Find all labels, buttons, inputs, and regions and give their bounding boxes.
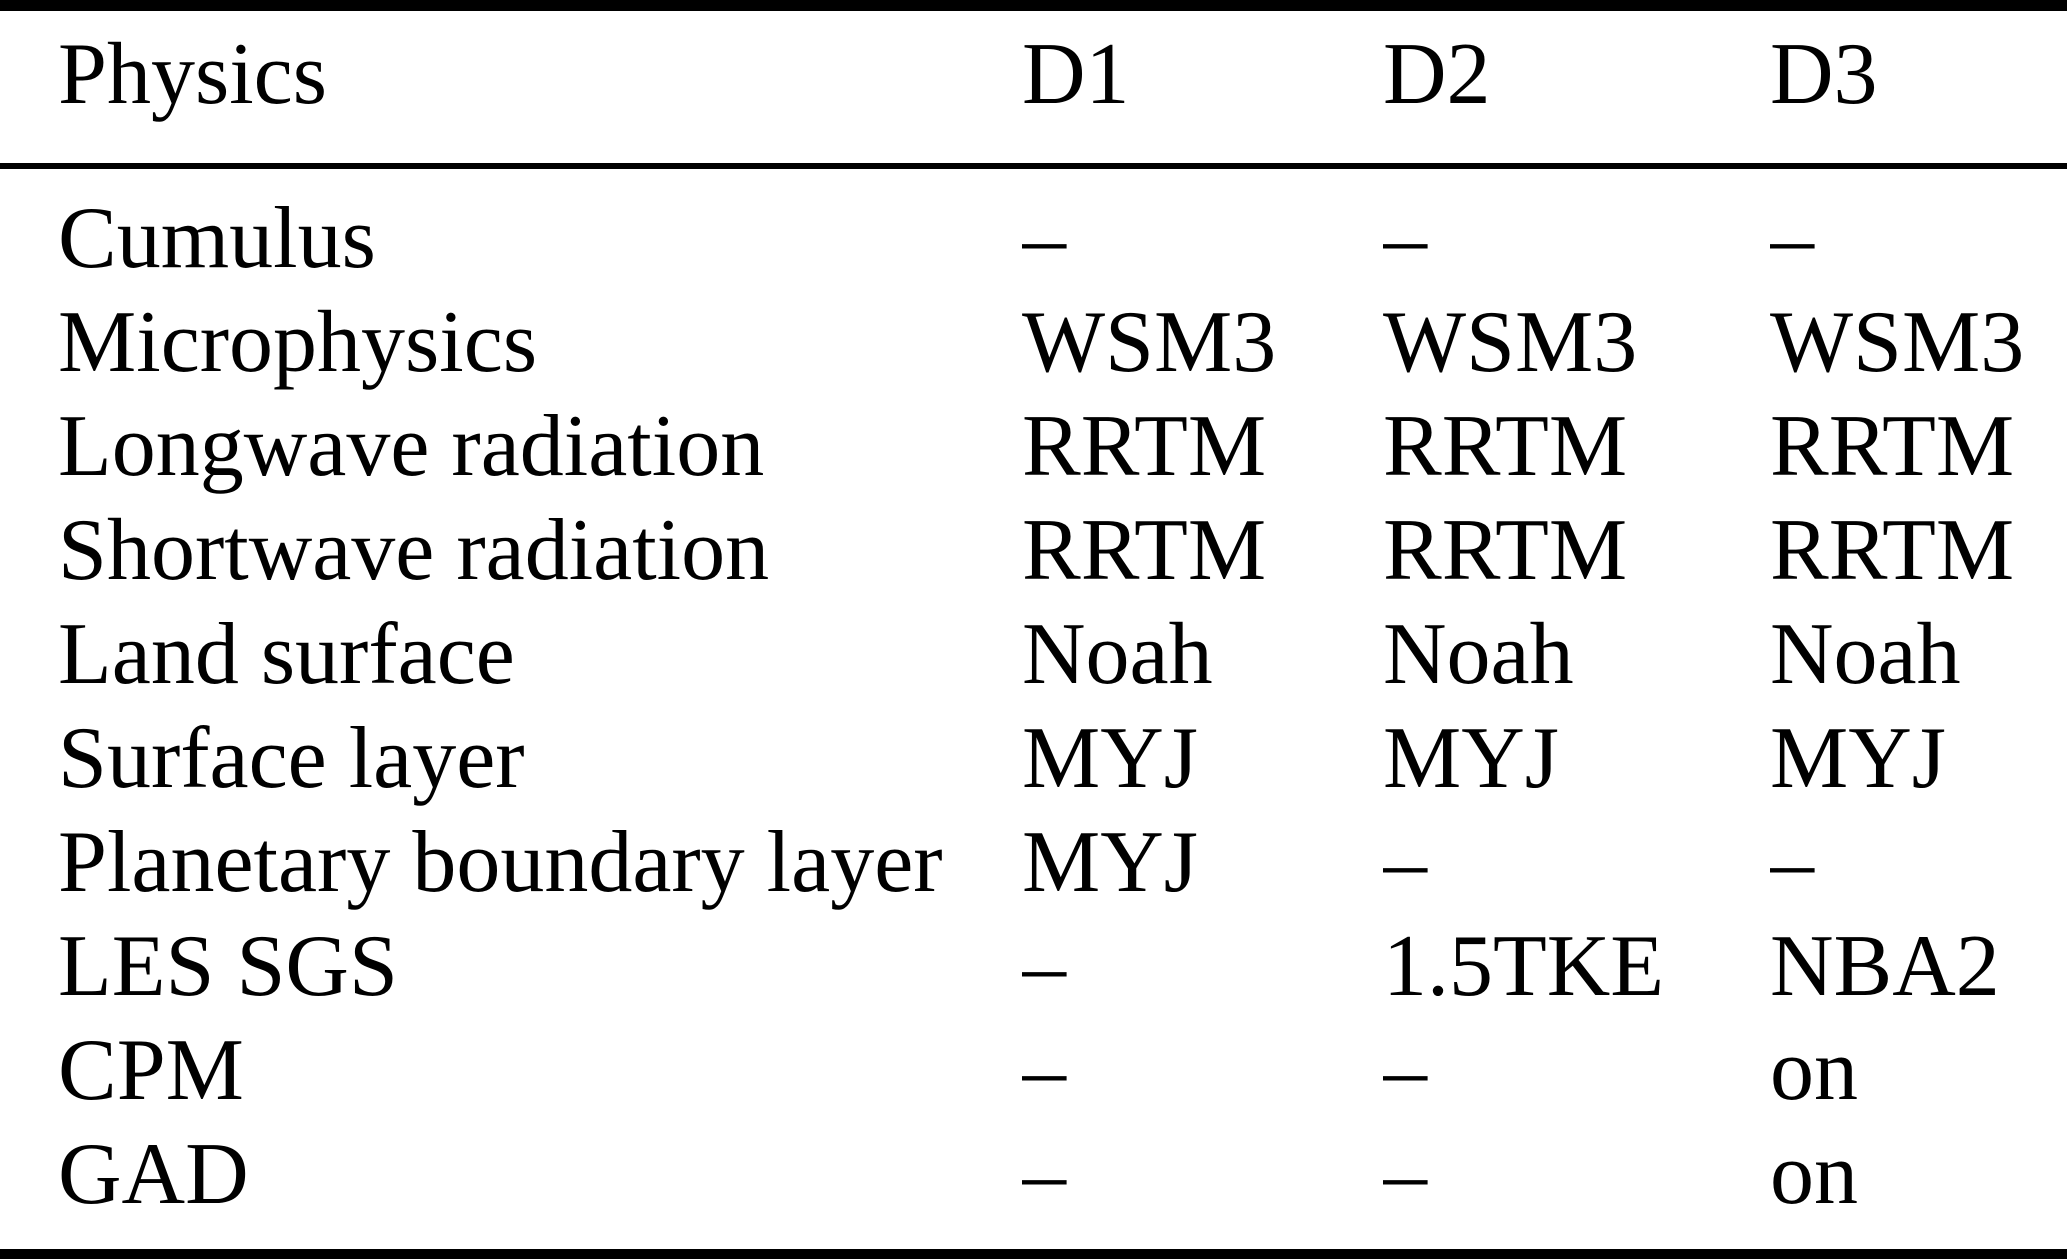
cell-d3: RRTM — [1770, 398, 2015, 495]
cell-d2: MYJ — [1383, 710, 1560, 807]
header-row: Physics D1 D2 D3 — [0, 5, 2067, 169]
cell-d3: on — [1770, 1126, 1858, 1223]
table-row-les-sgs: LES SGS – 1.5TKE NBA2 — [0, 915, 2067, 1019]
table-row-land-surface: Land surface Noah Noah Noah — [0, 603, 2067, 707]
column-header-physics: Physics — [0, 5, 1022, 169]
row-label: Microphysics — [58, 294, 538, 391]
cell-d2: Noah — [1383, 606, 1574, 703]
cell-d1: MYJ — [1022, 710, 1199, 807]
table-row-surface-layer: Surface layer MYJ MYJ MYJ — [0, 707, 2067, 811]
cell-d1: – — [1022, 190, 1066, 287]
row-label: CPM — [58, 1022, 244, 1119]
row-label: Longwave radiation — [58, 398, 765, 495]
row-label: GAD — [58, 1126, 249, 1223]
cell-d3: Noah — [1770, 606, 1961, 703]
cell-d1: Noah — [1022, 606, 1213, 703]
table-row-planetary-boundary-layer: Planetary boundary layer MYJ – – — [0, 811, 2067, 915]
cell-d1: MYJ — [1022, 814, 1199, 911]
cell-d3: – — [1770, 190, 1814, 287]
row-label: Shortwave radiation — [58, 502, 770, 599]
cell-d3: on — [1770, 1022, 1858, 1119]
cell-d2: – — [1383, 1022, 1427, 1119]
cell-d2: RRTM — [1383, 398, 1628, 495]
cell-d2: – — [1383, 190, 1427, 287]
row-label: Surface layer — [58, 710, 525, 807]
column-header-d1: D1 — [1022, 5, 1383, 169]
cell-d2: RRTM — [1383, 502, 1628, 599]
cell-d3: WSM3 — [1770, 294, 2025, 391]
table-row-microphysics: Microphysics WSM3 WSM3 WSM3 — [0, 291, 2067, 395]
table-row-longwave-radiation: Longwave radiation RRTM RRTM RRTM — [0, 395, 2067, 499]
cell-d3: RRTM — [1770, 502, 2015, 599]
table-row-gad: GAD – – on — [0, 1123, 2067, 1254]
cell-d2: – — [1383, 814, 1427, 911]
column-header-d3: D3 — [1770, 5, 2067, 169]
row-label: LES SGS — [58, 918, 398, 1015]
row-label: Cumulus — [58, 190, 376, 287]
table-row-cpm: CPM – – on — [0, 1019, 2067, 1123]
cell-d1: – — [1022, 1126, 1066, 1223]
cell-d3: – — [1770, 814, 1814, 911]
row-label: Land surface — [58, 606, 515, 703]
column-header-d2: D2 — [1383, 5, 1770, 169]
cell-d3: MYJ — [1770, 710, 1947, 807]
cell-d2: WSM3 — [1383, 294, 1638, 391]
cell-d1: – — [1022, 1022, 1066, 1119]
cell-d1: RRTM — [1022, 502, 1267, 599]
row-label: Planetary boundary layer — [58, 814, 943, 911]
cell-d2: – — [1383, 1126, 1427, 1223]
cell-d2: 1.5TKE — [1383, 918, 1665, 1015]
cell-d1: WSM3 — [1022, 294, 1277, 391]
cell-d1: RRTM — [1022, 398, 1267, 495]
table-row-cumulus: Cumulus – – – — [0, 166, 2067, 291]
cell-d3: NBA2 — [1770, 918, 2000, 1015]
cell-d1: – — [1022, 918, 1066, 1015]
table-row-shortwave-radiation: Shortwave radiation RRTM RRTM RRTM — [0, 499, 2067, 603]
